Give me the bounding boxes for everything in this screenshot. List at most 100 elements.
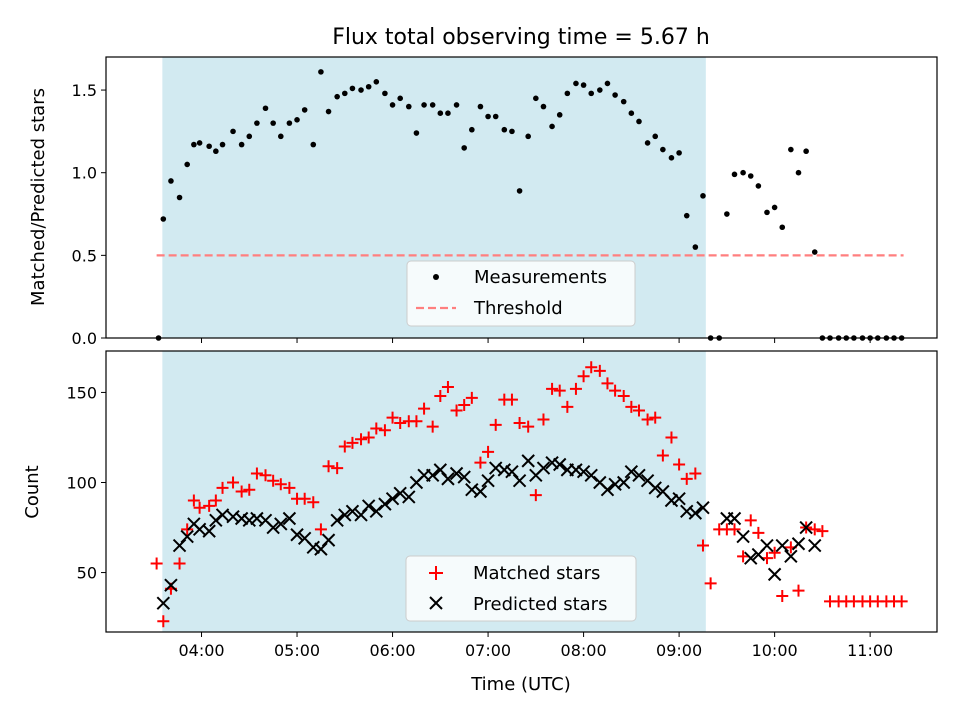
matched-stars-point (209, 494, 222, 507)
ratio-y-ticks: 0.0 0.5 1.0 1.5 (72, 81, 106, 348)
measurement-point (397, 95, 403, 102)
predicted-stars-legend-label: Predicted stars (473, 594, 607, 615)
matched-stars-point (243, 483, 256, 496)
measurement-point (191, 141, 197, 148)
x-tick-label: 09:00 (656, 641, 702, 660)
x-tick-label: 06:00 (369, 641, 415, 660)
matched-stars-point (489, 418, 502, 431)
matched-stars-point (338, 440, 351, 453)
measurement-point (286, 120, 293, 126)
matched-stars-point (441, 381, 454, 394)
predicted-stars-point (784, 549, 798, 564)
matched-stars-point (649, 411, 662, 424)
matched-stars-point (378, 424, 391, 437)
matched-stars-point (331, 462, 344, 475)
matched-stars-point (274, 478, 287, 491)
measurement-point (652, 133, 659, 140)
matched-stars-point (418, 402, 431, 415)
measurement-point (176, 194, 183, 201)
predicted-stars-point (425, 468, 440, 482)
predicted-stars-point (545, 455, 559, 470)
ratio-series (155, 69, 905, 341)
predicted-stars-point (497, 463, 512, 477)
predicted-stars-point (234, 511, 249, 526)
matched-stars-point (546, 382, 559, 395)
count-y-ticks: 50 100 150 (66, 383, 106, 583)
x-tick-label: 04:00 (178, 641, 224, 660)
measurement-point (676, 150, 682, 156)
matched-stars-point (362, 431, 375, 444)
measurement-point (803, 148, 809, 155)
predicted-stars-point (393, 486, 407, 501)
matched-stars-point (744, 514, 757, 527)
matched-stars-point (696, 539, 709, 552)
measurement-point (668, 155, 675, 161)
measurement-point (509, 128, 515, 135)
measurement-point (301, 107, 308, 113)
measurement-point (636, 118, 642, 125)
measurement-point (318, 69, 324, 75)
matched-stars-point (227, 476, 240, 489)
predicted-stars-point (338, 508, 352, 522)
predicted-stars-point (481, 473, 495, 488)
measurement-point (549, 123, 555, 130)
measurements-legend-marker (433, 274, 439, 280)
matched-stars-point (609, 384, 622, 397)
matched-stars-point (522, 420, 535, 433)
predicted-stars-point (552, 457, 567, 472)
predicted-stars-point (791, 537, 806, 551)
measurement-point (501, 126, 508, 133)
matched-stars-point (307, 496, 320, 509)
matched-stars-point (537, 413, 550, 426)
matched-stars-point (561, 400, 574, 413)
measurement-point (421, 102, 427, 108)
matched-stars-point (768, 546, 781, 559)
measurement-point (382, 90, 388, 97)
predicted-stars-point (457, 470, 471, 484)
matched-stars-point (617, 390, 630, 403)
measurement-point (238, 141, 245, 148)
measurement-point (525, 133, 531, 140)
measurement-point (168, 178, 174, 184)
predicted-stars-point (569, 463, 583, 477)
predicted-stars-point (449, 466, 464, 481)
measurement-point (213, 148, 219, 155)
matched-stars-point (157, 615, 170, 628)
matched-stars-point (792, 584, 805, 597)
measurement-point (358, 87, 364, 93)
predicted-stars-point (688, 506, 703, 520)
measurement-point (429, 102, 436, 108)
measurement-point (764, 209, 770, 216)
count-y-tick-label: 100 (66, 473, 97, 492)
matched-stars-point (193, 501, 206, 514)
ratio-x-ticks (201, 338, 871, 343)
predicted-stars-point (385, 491, 400, 506)
predicted-stars-point (808, 538, 822, 553)
measurement-point (405, 103, 412, 110)
measurement-point (771, 204, 778, 211)
count-series (150, 361, 908, 628)
matched-stars-point (386, 411, 399, 424)
measurement-point (683, 212, 690, 219)
measurement-point (516, 188, 523, 194)
predicted-stars-point (664, 493, 679, 508)
matched-stars-point (513, 417, 526, 430)
measurement-point (612, 92, 618, 98)
ratio-y-tick-label: 1.0 (72, 164, 97, 183)
predicted-stars-point (361, 499, 376, 513)
predicted-stars-point (441, 472, 455, 486)
predicted-stars-point (402, 490, 416, 504)
measurement-point (373, 78, 380, 85)
measurement-point (811, 249, 818, 255)
count-legend: Matched stars Predicted stars (405, 555, 637, 622)
matched-stars-point (577, 370, 590, 383)
matched-stars-point (346, 436, 359, 449)
measurement-point (533, 95, 539, 102)
matched-stars-point (474, 456, 487, 469)
measurement-point (160, 216, 167, 222)
predicted-stars-legend-marker (429, 596, 443, 610)
predicted-stars-point (512, 473, 527, 488)
ratio-panel: 0.0 0.5 1.0 1.5 Matched/Predicted stars Mea… (28, 56, 938, 348)
matched-stars-point (283, 481, 296, 494)
matched-stars-point (298, 492, 311, 505)
